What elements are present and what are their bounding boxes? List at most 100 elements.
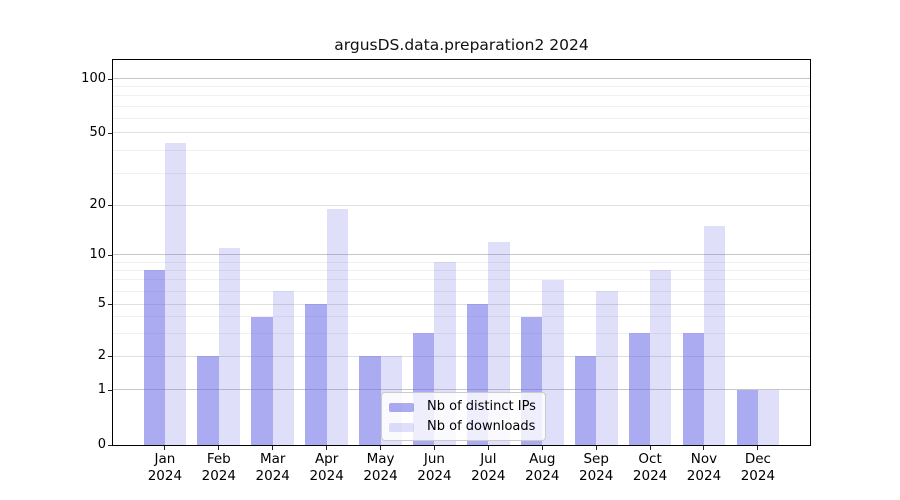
x-tick-mark xyxy=(218,446,220,450)
legend-label: Nb of downloads xyxy=(427,419,536,434)
x-tick-year: 2024 xyxy=(525,468,560,484)
y-tick-mark xyxy=(108,254,112,256)
x-tick-label: May 2024 xyxy=(349,451,413,485)
legend-swatch xyxy=(389,422,414,432)
gridline xyxy=(113,332,810,334)
x-tick-label: Dec 2024 xyxy=(726,451,790,485)
bar xyxy=(682,333,704,445)
gridline xyxy=(113,86,810,88)
x-tick-label: Feb 2024 xyxy=(187,451,251,485)
x-tick-label: Sep 2024 xyxy=(564,451,628,485)
x-tick-label: Jun 2024 xyxy=(402,451,466,485)
x-tick-label: Jan 2024 xyxy=(133,451,197,485)
legend: Nb of distinct IPs Nb of downloads xyxy=(381,392,546,441)
y-tick-mark xyxy=(108,132,112,134)
y-tick-label: 50 xyxy=(89,124,106,140)
legend-item: Nb of downloads xyxy=(389,419,536,435)
x-tick-mark xyxy=(649,446,651,450)
x-tick-mark xyxy=(272,446,274,450)
bar xyxy=(305,304,327,445)
gridline xyxy=(113,95,810,97)
gridline xyxy=(113,132,810,134)
x-tick-mark xyxy=(164,446,166,450)
gridlines-layer xyxy=(113,60,810,445)
x-tick-mark xyxy=(757,446,759,450)
gridline xyxy=(113,261,810,263)
x-tick-year: 2024 xyxy=(309,468,344,484)
x-tick-year: 2024 xyxy=(471,468,506,484)
y-tick-label: 20 xyxy=(89,197,106,213)
legend-swatch xyxy=(389,402,414,412)
gridline xyxy=(113,205,810,206)
bar xyxy=(628,333,651,445)
gridline xyxy=(113,279,810,281)
x-tick-month: Jun xyxy=(423,451,445,467)
y-tick-mark xyxy=(108,445,112,446)
bar xyxy=(272,291,295,445)
gridline xyxy=(113,254,810,256)
gridline xyxy=(113,389,810,391)
gridline xyxy=(113,303,810,305)
x-tick-month: Dec xyxy=(744,451,771,467)
x-tick-label: Nov 2024 xyxy=(672,451,736,485)
y-tick-label: 5 xyxy=(97,296,106,311)
x-tick-year: 2024 xyxy=(740,468,776,484)
chart-title: argusDS.data.preparation2 2024 xyxy=(334,36,589,54)
y-tick-mark xyxy=(108,355,112,357)
bar xyxy=(650,270,672,445)
gridline xyxy=(113,172,810,174)
x-tick-month: Sep xyxy=(583,451,609,467)
legend-label: Nb of distinct IPs xyxy=(427,399,536,414)
x-tick-label: Jul 2024 xyxy=(456,451,520,485)
gridline xyxy=(113,269,810,271)
x-tick-month: Feb xyxy=(206,451,231,467)
bars-layer xyxy=(113,60,810,445)
gridline xyxy=(113,78,810,80)
bar xyxy=(542,279,564,445)
bar xyxy=(164,142,187,445)
y-tick-label: 100 xyxy=(81,70,106,86)
x-tick-month: Jul xyxy=(480,451,497,467)
y-tick-label: 1 xyxy=(97,381,106,397)
x-tick-label: Mar 2024 xyxy=(241,451,305,485)
x-tick-mark xyxy=(433,446,435,450)
x-tick-mark xyxy=(595,446,597,450)
x-tick-month: Mar xyxy=(259,451,286,467)
bar xyxy=(574,356,597,445)
bar xyxy=(218,247,241,445)
bar xyxy=(359,356,381,445)
x-tick-mark xyxy=(703,446,705,450)
x-tick-year: 2024 xyxy=(632,468,668,484)
x-tick-month: May xyxy=(366,451,395,467)
x-tick-mark xyxy=(326,446,328,450)
x-tick-mark xyxy=(487,446,489,450)
y-tick-label: 0 xyxy=(97,437,106,452)
x-tick-year: 2024 xyxy=(255,468,290,484)
x-tick-year: 2024 xyxy=(147,468,183,484)
gridline xyxy=(113,316,810,318)
x-tick-label: Aug 2024 xyxy=(510,451,574,485)
y-tick-mark xyxy=(108,389,112,391)
y-tick-mark xyxy=(108,78,112,80)
plot-area: Nb of distinct IPs Nb of downloads xyxy=(112,59,811,446)
gridline xyxy=(113,355,810,357)
x-tick-month: Nov xyxy=(690,451,718,467)
y-tick-mark xyxy=(108,304,112,305)
x-tick-year: 2024 xyxy=(417,468,452,484)
x-tick-month: Aug xyxy=(529,451,556,467)
x-tick-month: Oct xyxy=(638,451,662,467)
bar xyxy=(143,270,165,445)
x-tick-mark xyxy=(541,446,543,450)
x-tick-month: Apr xyxy=(314,451,339,467)
gridline xyxy=(113,117,810,119)
y-tick-mark xyxy=(108,205,112,207)
bar xyxy=(596,291,618,445)
gridline xyxy=(113,149,810,151)
bar xyxy=(197,356,219,445)
x-tick-month: Jan xyxy=(154,451,176,467)
gridline xyxy=(113,105,810,107)
x-tick-year: 2024 xyxy=(201,468,236,484)
bar xyxy=(736,389,758,445)
x-tick-year: 2024 xyxy=(363,468,398,484)
